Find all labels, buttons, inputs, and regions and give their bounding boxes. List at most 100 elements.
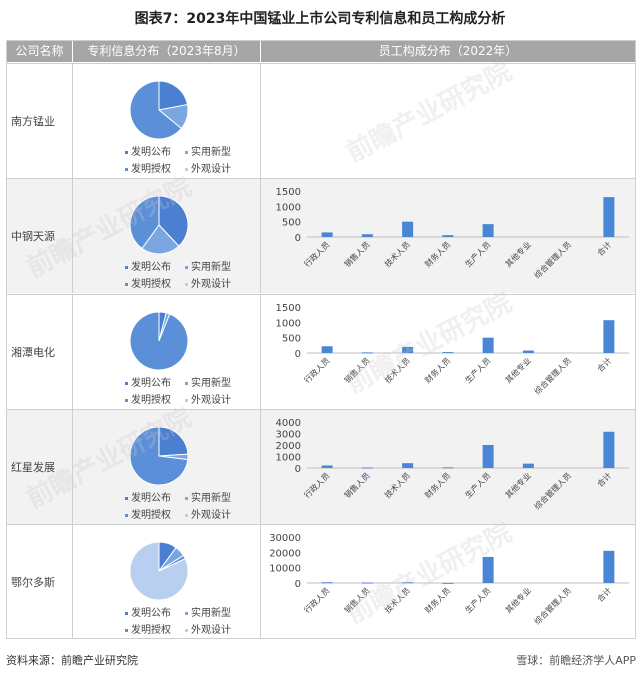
staff-bar [482, 337, 494, 353]
company-name: 中钢天源 [11, 230, 55, 243]
company-row: 湘潭电化 发明公布 实用新型 发明授权 外观设计 0 500 1000 1500 行政人员 销售人员… [7, 288, 635, 409]
legend-marker [185, 265, 188, 269]
staff-bar [361, 582, 373, 584]
staff-bar [402, 582, 414, 584]
legend-label: 发明授权 [131, 395, 171, 406]
legend-marker [125, 167, 128, 171]
legend-label: 外观设计 [191, 395, 231, 406]
staff-bar [482, 445, 494, 468]
y-tick-label: 4000 [276, 418, 301, 429]
legend-marker [185, 282, 188, 286]
legend-label: 外观设计 [191, 164, 231, 175]
legend-marker [125, 282, 128, 286]
pie-slice [129, 195, 160, 250]
legend-marker [125, 496, 128, 500]
legend-label: 外观设计 [191, 279, 231, 290]
legend-marker [125, 398, 128, 402]
legend-label: 发明授权 [131, 164, 171, 175]
staff-bar [522, 463, 534, 468]
company-name: 鄂尔多斯 [11, 576, 55, 589]
x-tick-label: 其他专业 [503, 355, 533, 385]
company-row: 中钢天源 发明公布 实用新型 发明授权 外观设计 0 500 1000 1500 行政人员 销售人员… [7, 172, 635, 293]
legend-marker [125, 628, 128, 632]
legend-item: 外观设计 [185, 276, 245, 293]
legend-label: 发明公布 [131, 608, 171, 619]
legend-label: 发明公布 [131, 262, 171, 273]
legend-item: 实用新型 [185, 144, 245, 161]
legend-label: 发明公布 [131, 147, 171, 158]
legend-label: 发明授权 [131, 510, 171, 521]
y-tick-label: 500 [282, 334, 301, 345]
legend-item: 发明授权 [125, 161, 185, 178]
y-tick-label: 3000 [276, 430, 301, 441]
x-tick-label: 其他专业 [503, 585, 533, 615]
pie-slice [129, 80, 183, 140]
legend-item: 实用新型 [185, 375, 245, 392]
y-tick-label: 0 [295, 579, 301, 590]
staff-bar [442, 582, 454, 584]
patent-pie-chart [129, 195, 189, 255]
legend-item: 发明公布 [125, 605, 185, 622]
company-name: 红星发展 [11, 461, 55, 474]
staff-bar [321, 346, 333, 353]
legend-label: 发明公布 [131, 493, 171, 504]
company-name: 南方锰业 [11, 115, 55, 128]
pie-slice [158, 195, 189, 247]
staff-bar [321, 232, 333, 237]
legend-item: 实用新型 [185, 605, 245, 622]
pie-legend: 发明公布 实用新型 发明授权 外观设计 [125, 375, 260, 409]
column-divider [72, 179, 73, 293]
staff-bar [603, 431, 615, 468]
y-tick-label: 10000 [269, 564, 301, 575]
x-tick-label: 综合管理人员 [532, 355, 573, 396]
y-tick-label: 2000 [276, 441, 301, 452]
legend-item: 外观设计 [185, 392, 245, 409]
watermark: 前瞻产业研究院 [341, 56, 517, 169]
column-divider [72, 64, 73, 178]
x-tick-label: 财务人员 [423, 585, 453, 615]
pie-slice [129, 311, 189, 371]
company-row: 南方锰业发明公布 实用新型发明授权 外观设计 前瞻产业研究院 [7, 57, 635, 178]
legend-marker [185, 398, 188, 402]
y-tick-label: 1000 [276, 318, 301, 329]
legend-item: 实用新型 [185, 490, 245, 507]
x-tick-label: 销售人员 [342, 470, 372, 500]
staff-bar [442, 467, 454, 469]
column-divider [72, 525, 73, 639]
staff-bar [402, 463, 414, 468]
staff-bar [361, 234, 373, 237]
staff-bar [603, 320, 615, 353]
x-tick-label: 财务人员 [423, 239, 453, 269]
legend-item: 发明授权 [125, 392, 185, 409]
column-divider [260, 64, 261, 178]
legend-item: 外观设计 [185, 622, 245, 639]
x-tick-label: 生产人员 [463, 355, 493, 385]
x-tick-label: 行政人员 [302, 239, 332, 269]
staff-bar [603, 197, 615, 237]
staff-bar [321, 465, 333, 468]
x-tick-label: 合计 [595, 470, 613, 488]
y-tick-label: 1000 [276, 202, 301, 213]
column-divider [260, 525, 261, 639]
column-divider [260, 179, 261, 293]
x-tick-label: 行政人员 [302, 470, 332, 500]
y-tick-label: 20000 [269, 548, 301, 559]
legend-marker [185, 628, 188, 632]
header-company: 公司名称 [7, 41, 72, 62]
legend-label: 外观设计 [191, 510, 231, 521]
legend-item: 实用新型 [185, 259, 245, 276]
header-patents: 专利信息分布（2023年8月） [73, 41, 260, 62]
legend-marker [185, 167, 188, 171]
patent-pie-chart [129, 541, 189, 601]
staff-bar [603, 550, 615, 583]
x-tick-label: 行政人员 [302, 355, 332, 385]
x-tick-label: 销售人员 [342, 585, 372, 615]
legend-marker [125, 265, 128, 269]
staff-bar [402, 221, 414, 237]
legend-item: 发明公布 [125, 259, 185, 276]
company-name: 湘潭电化 [11, 346, 55, 359]
x-tick-label: 生产人员 [463, 470, 493, 500]
legend-item: 发明授权 [125, 507, 185, 524]
legend-label: 发明授权 [131, 625, 171, 636]
